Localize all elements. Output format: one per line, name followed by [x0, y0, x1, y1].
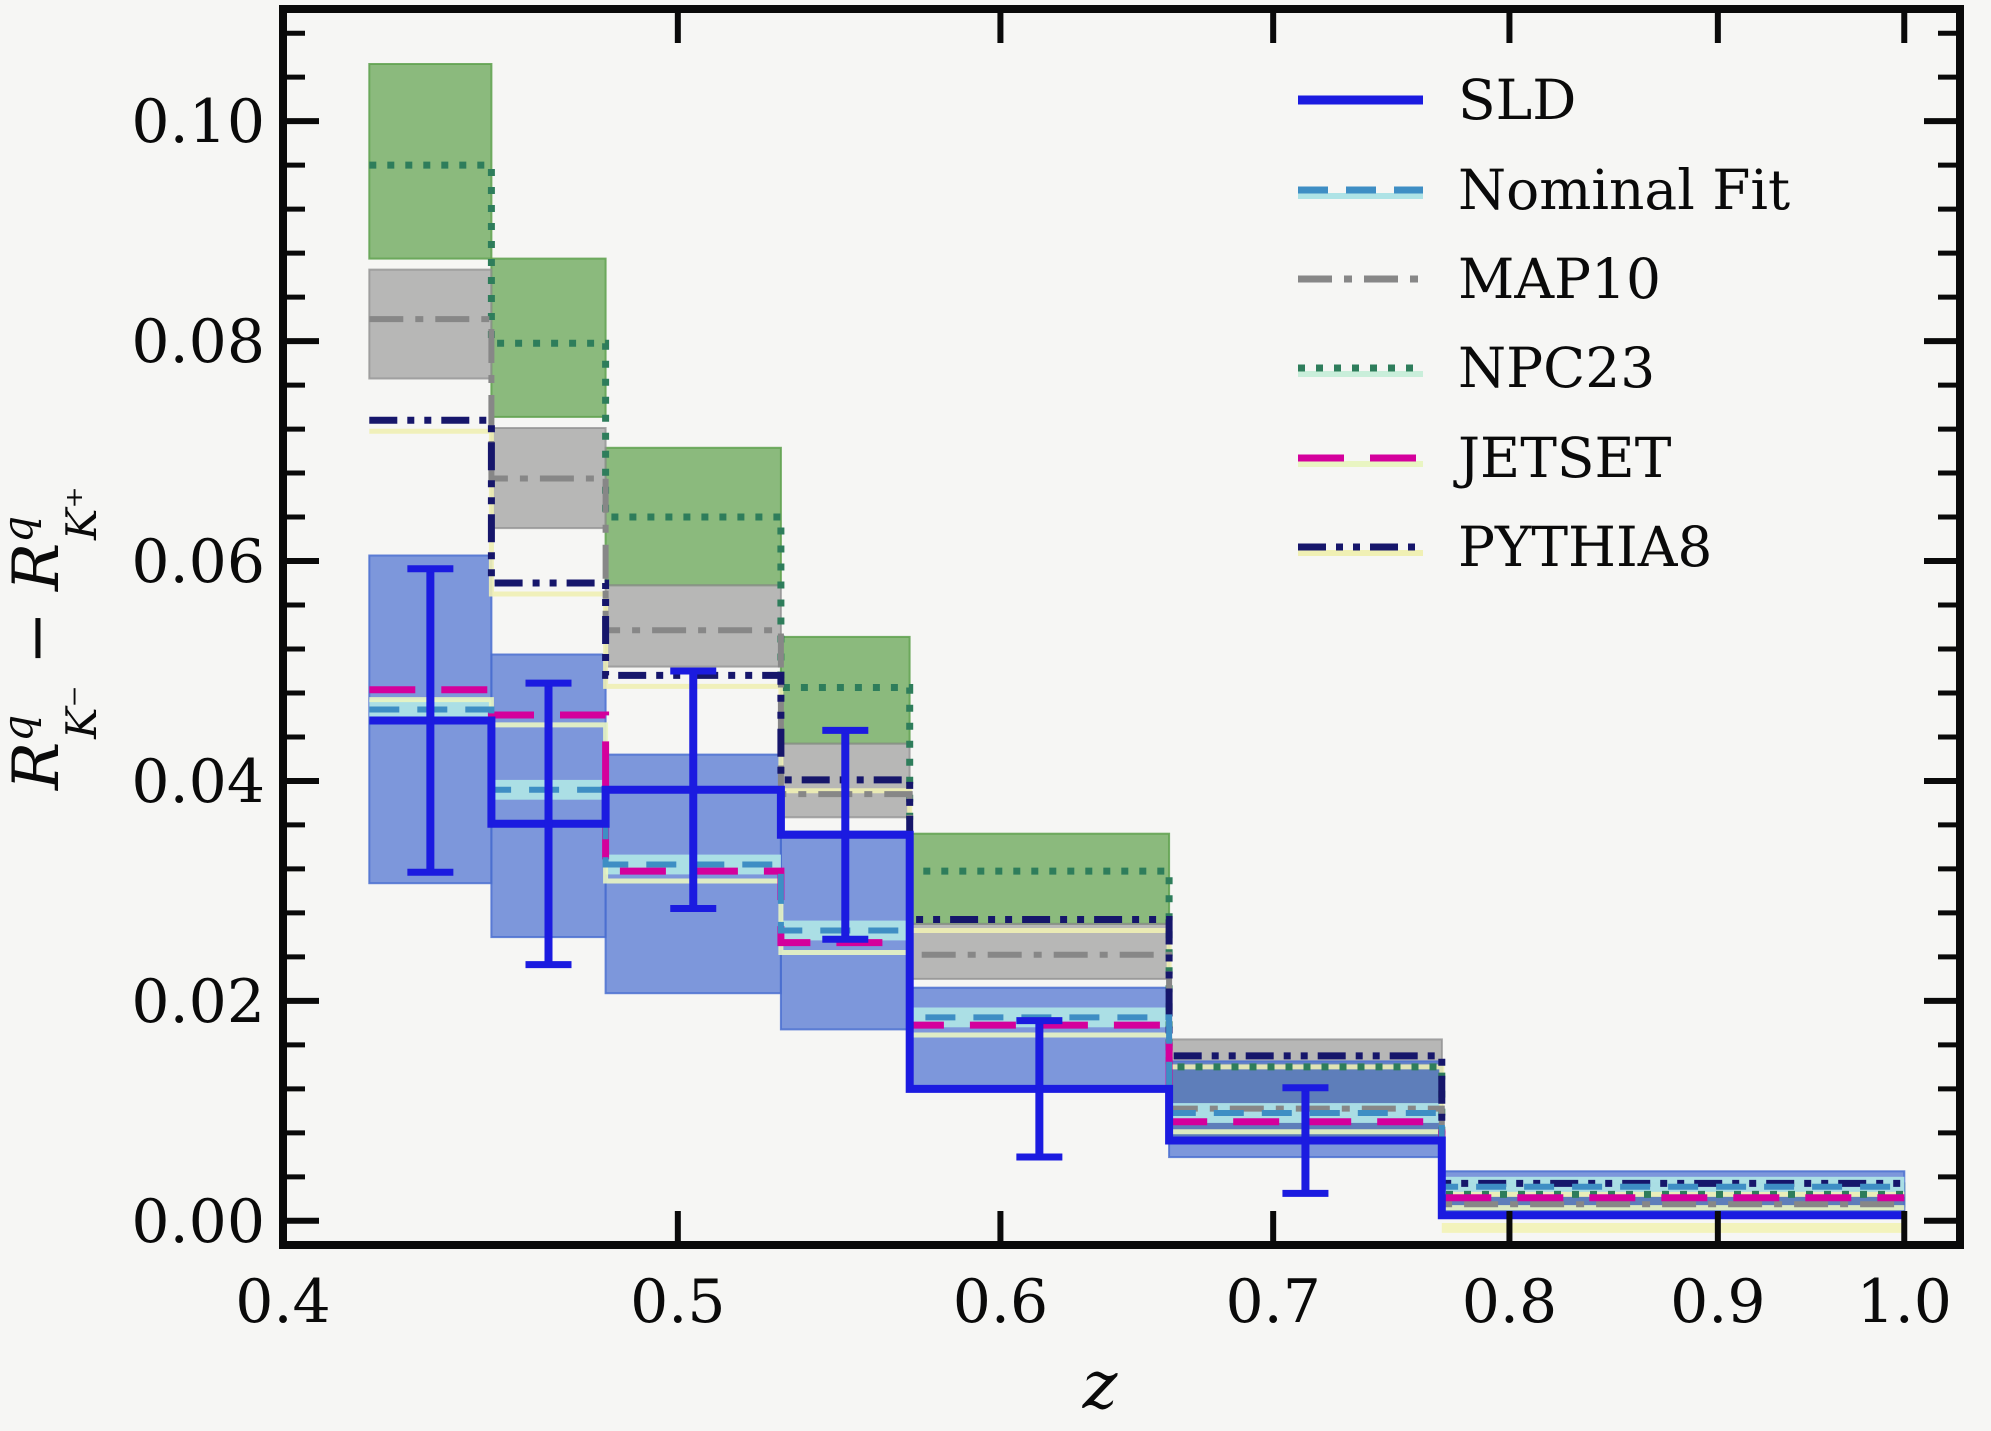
axes-layer: 0.4 0.5 0.6 0.7 0.8 0.9 1.0 0.00 0.02 0.04 0.06 0.0… [131, 5, 1964, 1337]
x-tick-label: 1.0 [1857, 1267, 1952, 1337]
legend-label-npc23: NPC23 [1458, 336, 1655, 400]
bands-layer [368, 63, 1906, 1233]
y-tick-label: 0.00 [131, 1187, 265, 1257]
legend-label-pythia8: PYTHIA8 [1458, 515, 1712, 579]
npc23-band-bin [908, 832, 1171, 925]
sld-errorbar [822, 726, 869, 943]
map10-band-bin [368, 268, 493, 380]
legend-item-map10: MAP10 [1298, 247, 1661, 311]
sld-errorbar [1282, 1084, 1329, 1197]
legend-label-map10: MAP10 [1458, 247, 1661, 311]
legend-item-nominal: Nominal Fit [1298, 158, 1790, 222]
y-axis-label: RqK⁻ − RqK⁺ [0, 466, 106, 791]
sld-errorbar [407, 565, 454, 876]
sld-errorbar [1016, 1017, 1063, 1161]
npc23-band-bin [490, 257, 607, 418]
y-tick-label: 0.02 [131, 967, 265, 1037]
x-tick-label: 0.5 [630, 1267, 725, 1337]
x-axis-label: z [1082, 1347, 1119, 1424]
legend-label-sld: SLD [1458, 68, 1576, 132]
legend-item-npc23: NPC23 [1298, 336, 1655, 400]
legend-item-jetset: JETSET [1298, 426, 1672, 490]
x-tick-label: 0.4 [235, 1267, 330, 1337]
y-tick-label: 0.08 [131, 307, 265, 377]
legend-item-pythia8: PYTHIA8 [1298, 515, 1712, 579]
jetset-companion-line [369, 697, 1905, 1211]
x-tick-label: 0.6 [953, 1267, 1048, 1337]
sld-errorbar [525, 679, 572, 969]
y-tick-label: 0.06 [131, 527, 265, 597]
y-tick-label: 0.04 [131, 747, 265, 817]
x-tick-label: 0.8 [1462, 1267, 1557, 1337]
map10-band-bin [604, 584, 782, 668]
npc23-line [369, 161, 1905, 1198]
sld-errorbar [670, 667, 717, 913]
legend: SLD Nominal Fit MAP10 NPC23 JETSET PYTHIA8 [1298, 68, 1790, 579]
legend-item-sld: SLD [1298, 68, 1576, 132]
legend-label-nominal: Nominal Fit [1458, 158, 1790, 222]
npc23-band-bin [368, 63, 493, 260]
plot-frame [279, 5, 1964, 1249]
y-tick-label: 0.10 [131, 87, 265, 157]
bin7-yellow-strip [1441, 1223, 1905, 1233]
x-tick-label: 0.9 [1670, 1267, 1765, 1337]
y-axis-label-text: RqK⁻ − RqK⁺ [0, 466, 106, 791]
legend-label-jetset: JETSET [1453, 426, 1672, 490]
errorbars-layer [407, 565, 1329, 1197]
x-tick-label: 0.7 [1225, 1267, 1320, 1337]
